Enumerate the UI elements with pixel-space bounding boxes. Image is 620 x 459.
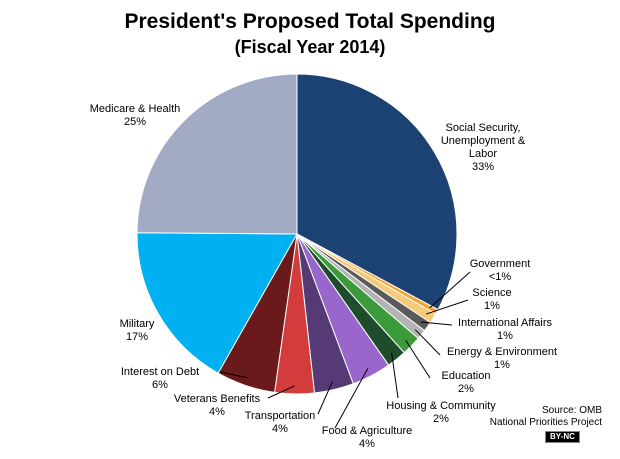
chart-title: President's Proposed Total Spending bbox=[124, 10, 496, 33]
leader-line bbox=[317, 381, 333, 415]
leader-line bbox=[267, 385, 295, 399]
slice-name: Veterans Benefits bbox=[173, 393, 261, 405]
slice-value: 1% bbox=[497, 330, 513, 342]
slice-value: 4% bbox=[359, 438, 375, 450]
slice-name: Interest on Debt bbox=[120, 366, 200, 378]
leader-line bbox=[405, 339, 431, 379]
slice-name: Government bbox=[469, 258, 531, 270]
slice-value: 33% bbox=[471, 161, 495, 173]
slice-label: Education 2% bbox=[426, 370, 506, 396]
slice-value: 25% bbox=[123, 116, 147, 128]
slice-label: Food & Agriculture 4% bbox=[307, 425, 427, 451]
slice-label: Energy & Environment 1% bbox=[437, 346, 567, 372]
slice-label: Veterans Benefits 4% bbox=[157, 393, 277, 419]
slice-value: 1% bbox=[494, 359, 510, 371]
slice-name: International Affairs bbox=[458, 317, 552, 329]
slice-label: Housing & Community 2% bbox=[376, 400, 506, 426]
leader-line bbox=[391, 352, 399, 399]
slice-name: Housing & Community bbox=[386, 400, 496, 412]
slice-value: 17% bbox=[125, 331, 149, 343]
slice-value: 6% bbox=[152, 379, 168, 391]
slice-name: Science bbox=[472, 287, 512, 299]
slice-name: Medicare & Health bbox=[89, 103, 181, 115]
slice-label: International Affairs 1% bbox=[450, 317, 560, 343]
slice-value: 2% bbox=[433, 413, 449, 425]
leader-line bbox=[426, 299, 469, 315]
slice-name: Education bbox=[441, 370, 491, 382]
leader-line bbox=[219, 371, 249, 379]
slice-value: 2% bbox=[458, 383, 474, 395]
slice-value: <1% bbox=[488, 271, 512, 283]
slice-name: Energy & Environment bbox=[446, 346, 558, 358]
pie-slice bbox=[136, 73, 298, 235]
slice-label: Military 17% bbox=[107, 318, 167, 344]
slice-value: 4% bbox=[209, 406, 225, 418]
pie-slice bbox=[136, 232, 298, 374]
slice-label: Transportation 4% bbox=[230, 410, 330, 436]
leader-line bbox=[414, 329, 441, 356]
leader-line bbox=[429, 271, 471, 309]
slice-label: Science 1% bbox=[462, 287, 522, 313]
slice-name: Food & Agriculture bbox=[321, 425, 413, 437]
slice-name: Military bbox=[119, 318, 155, 330]
slice-label: Government <1% bbox=[460, 258, 540, 284]
license-badge: BY-NC bbox=[545, 431, 580, 443]
source: Source: OMB National Priorities Project bbox=[490, 405, 602, 429]
slice-label: Medicare & Health 25% bbox=[80, 103, 190, 129]
slice-value: 1% bbox=[484, 300, 500, 312]
slice-label: Interest on Debt 6% bbox=[100, 366, 220, 392]
chart-subtitle: (Fiscal Year 2014) bbox=[234, 37, 386, 57]
slice-name: Transportation bbox=[244, 410, 316, 422]
slice-value: 4% bbox=[272, 423, 288, 435]
slice-name: Social Security, Unemployment & Labor bbox=[440, 122, 526, 160]
leader-line bbox=[420, 321, 453, 326]
pie-slice bbox=[296, 73, 458, 311]
leader-line bbox=[334, 368, 369, 429]
slice-label: Social Security, Unemployment & Labor 33% bbox=[433, 122, 533, 174]
source-line: National Priorities Project bbox=[489, 417, 602, 428]
source-line: Source: OMB bbox=[541, 405, 602, 416]
